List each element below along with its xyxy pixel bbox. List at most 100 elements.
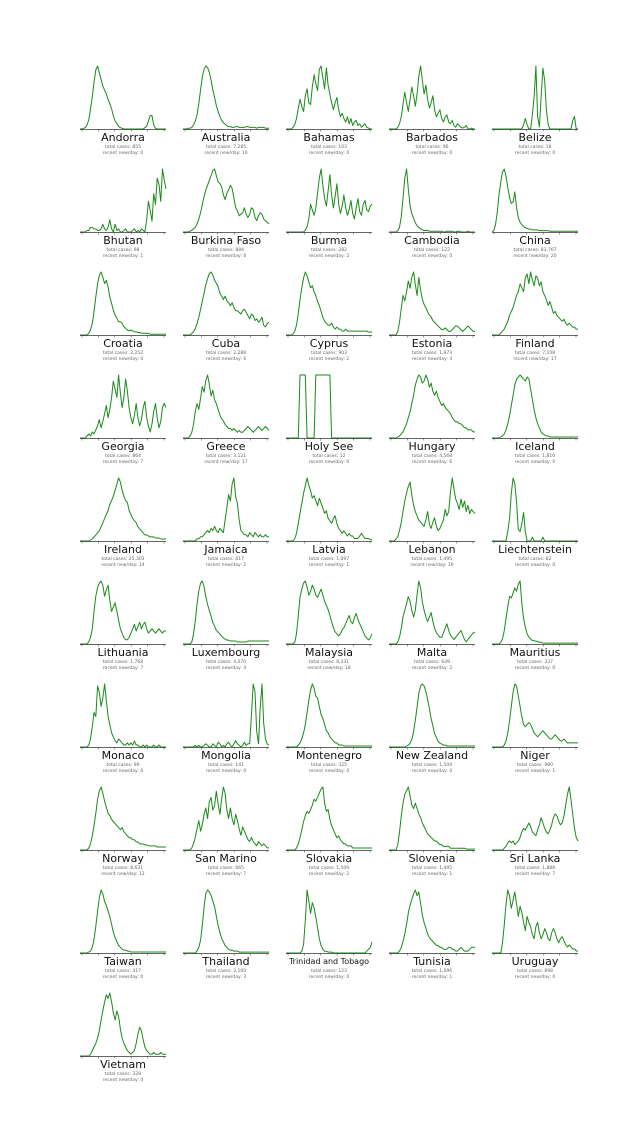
- chart-china: China total cases: 83,767 recent new/day: …: [488, 163, 582, 266]
- chart-title: Sri Lanka: [509, 852, 561, 865]
- recent-new-per-day-label: recent new/day: 0: [514, 975, 556, 980]
- chart-title: Greece: [206, 440, 246, 453]
- mini-chart: [183, 786, 269, 853]
- chart-title: Burma: [310, 234, 348, 247]
- recent-new-per-day-label: recent new/day: 0: [102, 357, 144, 362]
- chart-title: Slovenia: [408, 852, 456, 865]
- chart-title: Hungary: [408, 440, 456, 453]
- recent-new-per-day-label: recent new/day: 4: [411, 357, 453, 362]
- mini-chart: [286, 580, 373, 647]
- recent-new-per-day-label: recent new/day: 0: [308, 460, 350, 465]
- recent-new-per-day-label: recent new/day: 0: [411, 769, 453, 774]
- series-line: [286, 65, 372, 130]
- mini-chart: [389, 580, 475, 647]
- series-line: [389, 65, 475, 130]
- total-cases-label: total cases: 903: [311, 351, 347, 356]
- chart-title: Montenegro: [295, 749, 362, 762]
- series-line: [389, 889, 475, 954]
- chart-belize: Belize total cases: 18 recent new/day: 0: [488, 60, 582, 163]
- mini-chart: [80, 580, 166, 647]
- chart-title: Latvia: [312, 543, 346, 556]
- recent-new-per-day-label: recent new/day: 6: [205, 254, 247, 259]
- recent-new-per-day-label: recent new/day: 17: [204, 460, 248, 465]
- total-cases-label: total cases: 898: [517, 969, 553, 974]
- series-line: [492, 786, 579, 851]
- total-cases-label: total cases: 18: [518, 145, 552, 150]
- total-cases-label: total cases: 3,100: [205, 969, 247, 974]
- chart-title: Tunisia: [413, 955, 451, 968]
- recent-new-per-day-label: recent new/day: 2: [308, 872, 350, 877]
- series-line: [286, 477, 372, 542]
- mini-chart: [286, 683, 372, 750]
- chart-title: Taiwan: [104, 955, 142, 968]
- chart-liechtenstein: Liechtenstein total cases: 82 recent new/d…: [488, 472, 582, 575]
- recent-new-per-day-label: recent new/day: 1: [411, 975, 453, 980]
- series-line: [286, 271, 372, 336]
- series-line: [183, 683, 270, 748]
- recent-new-per-day-label: recent new/day: 2: [205, 563, 247, 568]
- chart-title: China: [519, 234, 551, 247]
- series-line: [183, 889, 269, 954]
- chart-title: Andorra: [101, 131, 145, 144]
- total-cases-label: total cases: 328: [105, 1072, 141, 1077]
- chart-sri-lanka: Sri Lanka total cases: 1,888 recent new/da…: [488, 781, 582, 884]
- series-line: [80, 477, 166, 542]
- series-line: [80, 786, 166, 851]
- mini-chart: [389, 786, 475, 853]
- recent-new-per-day-label: recent new/day: 7: [205, 872, 247, 877]
- chart-lithuania: Lithuania total cases: 1,768 recent new/da…: [76, 575, 170, 678]
- chart-malaysia: Malaysia total cases: 8,331 recent new/day…: [282, 575, 376, 678]
- mini-chart: [286, 271, 372, 338]
- series-line: [286, 889, 373, 954]
- chart-title: Georgia: [101, 440, 145, 453]
- recent-new-per-day-label: recent new/day: 1: [308, 563, 350, 568]
- series-line: [80, 889, 166, 954]
- total-cases-label: total cases: 8,631: [102, 866, 144, 871]
- recent-new-per-day-label: recent new/day: 2: [308, 357, 350, 362]
- recent-new-per-day-label: recent new/day: 0: [411, 151, 453, 156]
- recent-new-per-day-label: recent new/day: 7: [102, 666, 144, 671]
- mini-chart: [183, 580, 269, 647]
- chart-tunisia: Tunisia total cases: 1,096 recent new/day:…: [385, 884, 479, 987]
- total-cases-label: total cases: 1,504: [411, 763, 453, 768]
- total-cases-label: total cases: 83,767: [513, 248, 557, 253]
- chart-title: Bahamas: [303, 131, 355, 144]
- recent-new-per-day-label: recent new/day: 0: [411, 254, 453, 259]
- total-cases-label: total cases: 7,285: [205, 145, 247, 150]
- series-line: [492, 889, 578, 954]
- chart-niger: Niger total cases: 980 recent new/day: 1: [488, 678, 582, 781]
- mini-chart: [80, 65, 166, 132]
- total-cases-label: total cases: 649: [414, 660, 450, 665]
- chart-title: Norway: [102, 852, 144, 865]
- series-line: [183, 65, 269, 130]
- total-cases-label: total cases: 96: [415, 145, 449, 150]
- chart-title: Malta: [416, 646, 448, 659]
- total-cases-label: total cases: 1,097: [308, 557, 350, 562]
- mini-chart: [183, 374, 270, 441]
- chart-title: Holy See: [304, 440, 354, 453]
- mini-chart: [183, 65, 269, 132]
- series-line: [286, 374, 372, 439]
- chart-title: Mauritius: [509, 646, 561, 659]
- chart-trinidad-and-tobago: Trinidad and Tobago total cases: 123 recen…: [282, 884, 376, 987]
- recent-new-per-day-label: recent new/day: 1: [102, 254, 144, 259]
- mini-chart: [492, 65, 578, 132]
- series-line: [183, 271, 270, 336]
- chart-thailand: Thailand total cases: 3,100 recent new/day…: [179, 884, 273, 987]
- total-cases-label: total cases: 2,252: [102, 351, 144, 356]
- series-line: [286, 786, 372, 851]
- chart-title: Luxembourg: [191, 646, 261, 659]
- chart-title: Croatia: [103, 337, 143, 350]
- chart-title: Bhutan: [103, 234, 143, 247]
- chart-bhutan: Bhutan total cases: 98 recent new/day: 1: [76, 163, 170, 266]
- recent-new-per-day-label: recent new/day: 0: [205, 769, 247, 774]
- chart-title: Iceland: [515, 440, 555, 453]
- chart-title: Lebanon: [408, 543, 456, 556]
- mini-chart: [80, 168, 167, 235]
- mini-chart: [80, 889, 166, 956]
- chart-cambodia: Cambodia total cases: 122 recent new/day: …: [385, 163, 479, 266]
- series-line: [492, 65, 578, 130]
- mini-chart: [389, 889, 475, 956]
- chart-mauritius: Mauritius total cases: 337 recent new/day:…: [488, 575, 582, 678]
